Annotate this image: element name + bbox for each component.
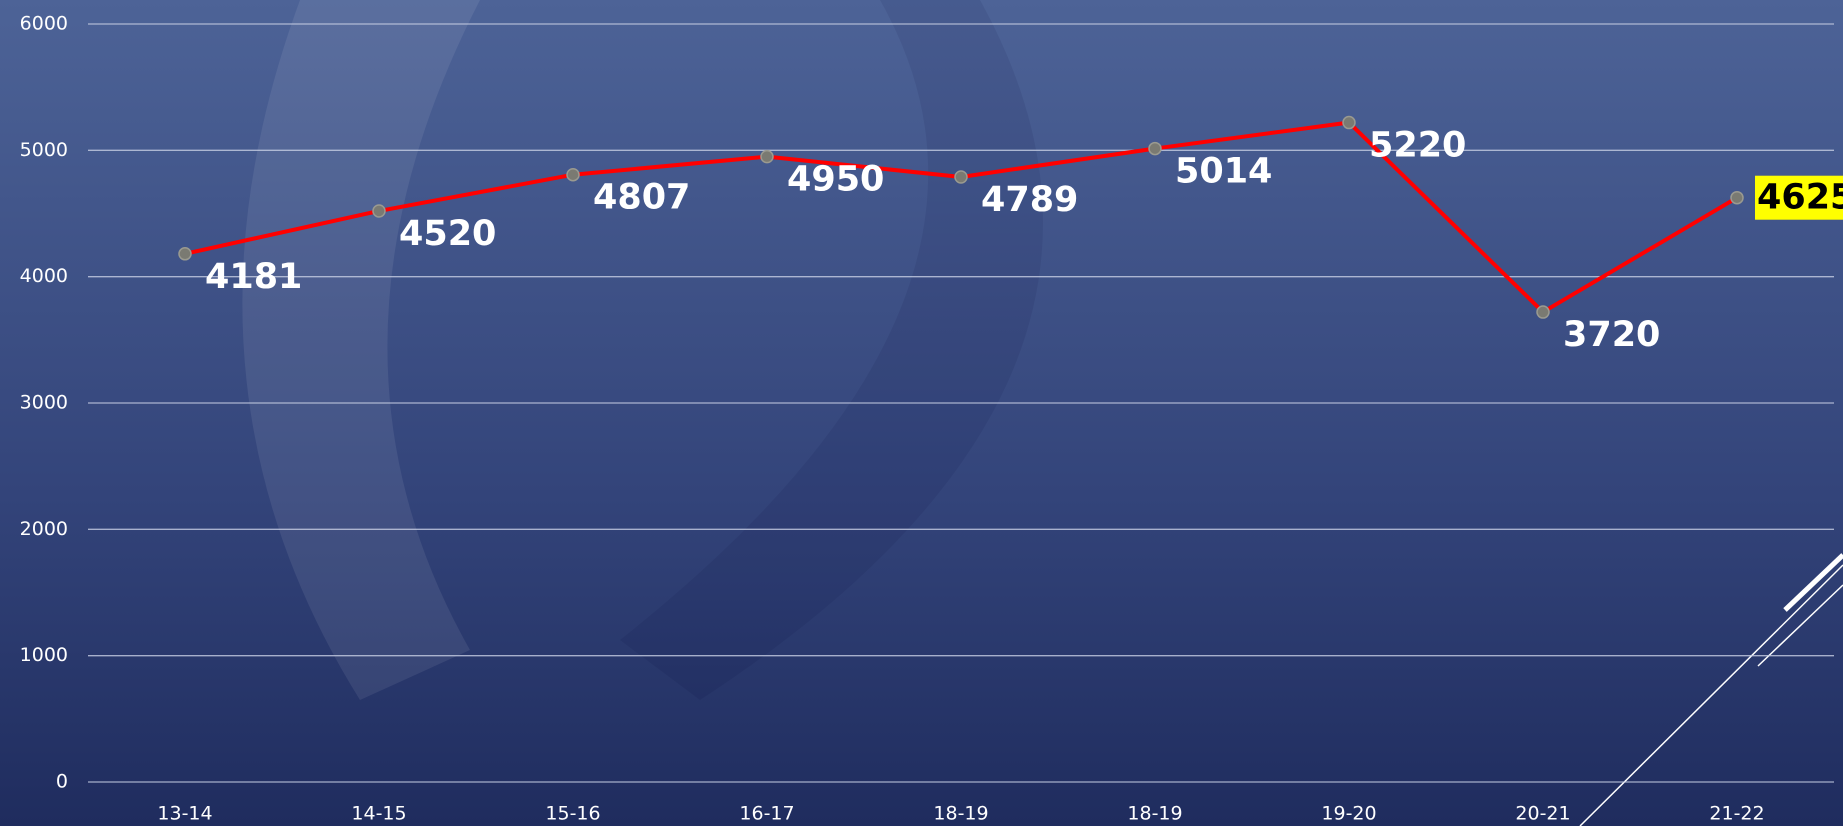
marker — [1149, 143, 1161, 155]
data-label: 5014 — [1175, 152, 1272, 192]
y-tick-label: 5000 — [20, 139, 68, 161]
marker — [761, 151, 773, 163]
marker — [1343, 117, 1355, 129]
marker — [567, 169, 579, 181]
x-tick-label: 18-19 — [1127, 803, 1182, 825]
data-label: 3720 — [1563, 315, 1660, 355]
marker — [955, 171, 967, 183]
data-label: 4789 — [981, 180, 1078, 220]
marker — [1537, 306, 1549, 318]
x-tick-label: 19-20 — [1321, 803, 1376, 825]
y-tick-label: 3000 — [20, 392, 68, 414]
data-label: 4950 — [787, 160, 884, 200]
x-tick-label: 13-14 — [157, 803, 212, 825]
y-tick-label: 4000 — [20, 265, 68, 287]
y-tick-label: 1000 — [20, 644, 68, 666]
x-tick-label: 15-16 — [545, 803, 600, 825]
data-label: 5220 — [1369, 126, 1466, 166]
y-tick-label: 0 — [56, 771, 68, 793]
marker — [373, 205, 385, 217]
chart: 0 1000 2000 3000 4000 5000 6000 13-14 14-15 15-16… — [0, 0, 1843, 826]
data-label: 4807 — [593, 178, 690, 218]
x-tick-label: 16-17 — [739, 803, 794, 825]
x-tick-label: 20-21 — [1515, 803, 1570, 825]
x-tick-label: 21-22 — [1709, 803, 1764, 825]
data-label: 4181 — [205, 257, 302, 297]
y-tick-label: 6000 — [20, 13, 68, 35]
x-tick-label: 18-19 — [933, 803, 988, 825]
y-tick-label: 2000 — [20, 518, 68, 540]
x-tick-label: 14-15 — [351, 803, 406, 825]
data-label: 4625 — [1757, 178, 1843, 218]
marker — [179, 248, 191, 260]
marker — [1731, 192, 1743, 204]
page: 0 1000 2000 3000 4000 5000 6000 13-14 14-15 15-16… — [0, 0, 1843, 826]
data-label: 4520 — [399, 214, 496, 254]
